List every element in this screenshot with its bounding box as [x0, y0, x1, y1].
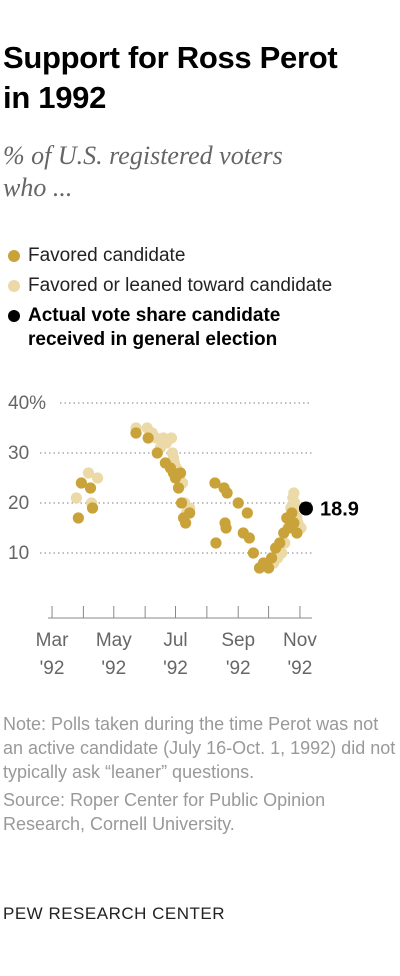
favored-point-39: [291, 527, 303, 539]
legend-actual-dot: [8, 310, 20, 322]
actual-vote-point: [298, 501, 313, 516]
favored-point-12: [174, 467, 187, 479]
legend-item-actual: Actual vote share candidate received in …: [8, 304, 398, 352]
x-axis: Mar '92 May '92 Jul '92 Sep '92 Nov '92: [36, 606, 317, 679]
title-line-1: Support for Ross Perot: [3, 40, 338, 75]
favored-point-6: [151, 447, 163, 459]
x-tick-month-Mar: Mar: [36, 630, 69, 651]
y-axis-ticks: 10 20 30 40%: [8, 393, 46, 564]
y-tick-label-30: 30: [8, 443, 29, 464]
actual-vote-label: 18.9: [320, 499, 359, 521]
leaned-point-11: [165, 432, 178, 444]
legend-favored-dot: [8, 250, 20, 262]
x-tick-month-May: May: [96, 630, 132, 651]
leaned-point-29: [288, 487, 300, 499]
favored-point-17: [209, 477, 221, 489]
favored-point-11: [172, 482, 185, 494]
title-line-2: in 1992: [3, 80, 107, 115]
favored-point-25: [241, 507, 253, 519]
favored-point-2: [84, 482, 97, 494]
chart-subtitle: % of U.S. registered voters who ...: [3, 140, 393, 204]
legend-item-favored: Favored candidate: [8, 244, 398, 268]
x-tick-month-Jul: Jul: [163, 630, 187, 651]
chart-title: Support for Ross Perot in 1992: [3, 38, 393, 118]
y-tick-label-40: 40%: [8, 393, 46, 414]
x-tick-year-May: '92: [101, 658, 126, 679]
scatter-chart: 10 20 30 40% Mar '92 May '92 Jul '92 Sep '92 Nov '92…: [8, 393, 359, 679]
subtitle-line-2: who ...: [3, 173, 73, 202]
favored-point-0: [72, 512, 84, 524]
favored-point-33: [274, 537, 286, 549]
favored-point-22: [221, 487, 233, 499]
leaned-point-1: [82, 467, 95, 479]
favored-point-5: [142, 432, 154, 444]
legend-favored-label: Favored candidate: [28, 245, 186, 266]
favored-point-37: [286, 507, 298, 519]
org-credit: PEW RESEARCH CENTER: [3, 904, 226, 923]
x-tick-month-Nov: Nov: [283, 630, 317, 651]
favored-point-3: [86, 502, 99, 514]
favored-point-30: [262, 562, 275, 574]
favored-point-27: [247, 547, 259, 559]
favored-point-13: [175, 497, 188, 509]
x-tick-year-Jul: '92: [163, 658, 188, 679]
favored-point-18: [210, 537, 222, 549]
legend-leaned-dot: [8, 280, 20, 292]
chart-notes: Note: Polls taken during the time Perot …: [3, 712, 397, 840]
source-text: Source: Roper Center for Public Opinion …: [3, 790, 326, 834]
legend-leaned-label: Favored or leaned toward candidate: [28, 275, 333, 296]
subtitle-line-1: % of U.S. registered voters: [3, 141, 283, 170]
favored-point-15: [180, 517, 192, 529]
leaned-point-3: [91, 472, 104, 484]
favored-point-38: [288, 517, 300, 529]
y-tick-label-10: 10: [8, 543, 29, 564]
legend-actual-line-2: received in general election: [28, 329, 278, 350]
x-tick-month-Sep: Sep: [221, 630, 255, 651]
favored-point-26: [243, 532, 255, 544]
favored-point-31: [266, 552, 278, 564]
actual-vote-annotation: 18.9: [298, 499, 359, 521]
favored-point-4: [130, 427, 142, 439]
favored-point-1: [75, 477, 87, 489]
data-points: [70, 422, 307, 574]
legend-item-leaned: Favored or leaned toward candidate: [8, 274, 398, 298]
note-text: Note: Polls taken during the time Perot …: [3, 714, 396, 782]
leaned-point-0: [70, 492, 82, 504]
legend-actual-line-1: Actual vote share candidate: [28, 305, 281, 326]
y-tick-label-20: 20: [8, 493, 29, 514]
favored-point-16: [184, 507, 196, 519]
chart-legend: Favored candidate Favored or leaned towa…: [8, 244, 398, 358]
x-tick-year-Mar: '92: [40, 658, 65, 679]
x-tick-year-Sep: '92: [226, 658, 251, 679]
x-tick-year-Nov: '92: [288, 658, 313, 679]
favored-point-21: [220, 522, 232, 534]
favored-point-23: [232, 497, 244, 509]
